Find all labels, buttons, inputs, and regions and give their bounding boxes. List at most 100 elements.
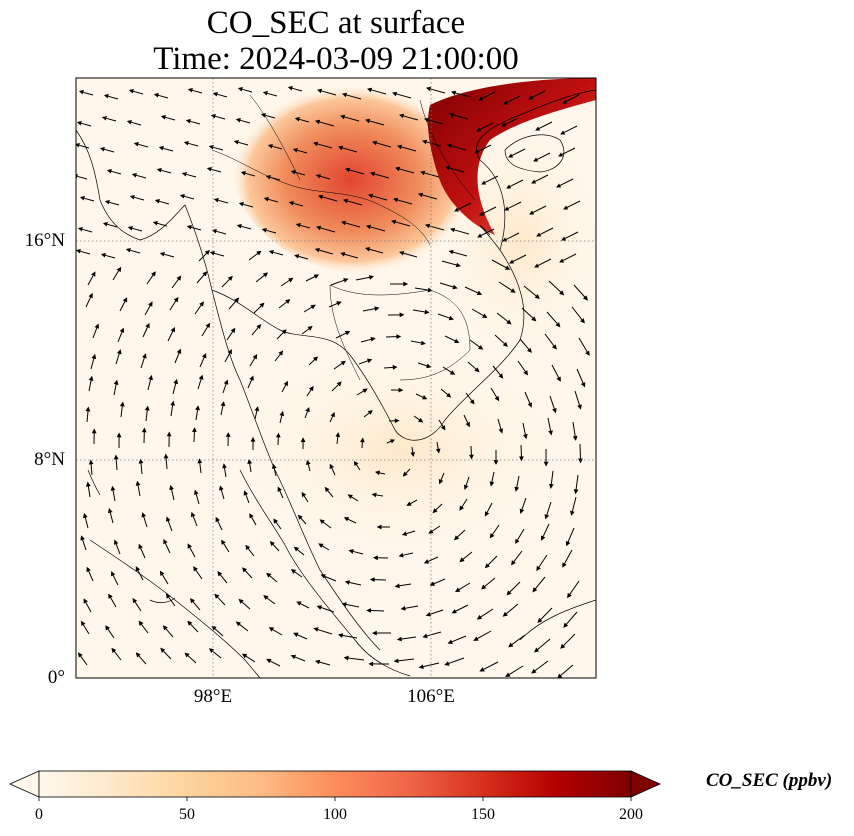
wind-arrow-head <box>347 494 353 499</box>
wind-arrow-head <box>397 144 403 150</box>
wind-arrow-head <box>184 652 190 658</box>
wind-arrow <box>115 458 118 471</box>
wind-arrow <box>195 409 199 421</box>
wind-arrow-head <box>552 407 557 414</box>
wind-arrow-head <box>268 627 275 632</box>
wind-arrow <box>278 301 288 309</box>
wind-arrow-head <box>526 347 532 353</box>
wind-arrow-head <box>80 620 86 627</box>
wind-arrow <box>322 521 332 529</box>
wind-arrow-head <box>262 91 268 96</box>
wind-arrow-head <box>152 221 158 226</box>
wind-arrow <box>226 330 234 341</box>
faint-co-gulf <box>220 340 580 560</box>
wind-arrow <box>112 489 116 502</box>
wind-arrow <box>192 515 198 527</box>
wind-arrow-head <box>206 167 212 172</box>
wind-arrow <box>269 660 281 667</box>
wind-arrow-head <box>283 380 289 387</box>
wind-arrow-head <box>211 229 217 234</box>
wind-arrow-head <box>135 652 141 658</box>
wind-arrow-head <box>295 223 301 228</box>
wind-arrow-head <box>580 382 586 388</box>
wind-arrow <box>318 121 335 127</box>
wind-arrow <box>404 605 419 609</box>
map-plot <box>75 77 597 679</box>
wind-arrow <box>455 604 469 612</box>
wind-arrow <box>131 227 143 232</box>
wind-arrow-head <box>560 643 566 649</box>
wind-arrow <box>402 252 418 258</box>
wind-arrow-head <box>238 202 244 207</box>
wind-arrow-head <box>562 99 568 104</box>
wind-arrow <box>342 634 358 639</box>
wind-arrow <box>504 117 519 126</box>
wind-arrow-head <box>187 88 193 93</box>
wind-arrow-head <box>429 581 435 586</box>
wind-arrow <box>319 661 331 666</box>
wind-arrow-head <box>162 625 168 631</box>
wind-arrow <box>214 628 224 637</box>
wind-arrow-head <box>132 597 138 604</box>
wind-arrow <box>219 574 228 584</box>
wind-arrow-head <box>116 432 122 438</box>
wind-arrow <box>143 516 148 528</box>
wind-arrow-head <box>243 490 249 496</box>
wind-arrow-head <box>447 639 453 644</box>
wind-arrow-head <box>186 225 192 230</box>
wind-arrow <box>162 650 172 660</box>
wind-arrow-head <box>531 316 537 322</box>
wind-arrow <box>212 146 224 151</box>
wind-arrow-head <box>453 338 460 343</box>
wind-arrow-head <box>313 627 319 632</box>
wind-arrow-head <box>265 175 271 180</box>
wind-arrow-head <box>536 232 542 237</box>
wind-arrow <box>112 574 119 586</box>
wind-arrow <box>275 521 282 530</box>
wind-arrow <box>448 657 465 665</box>
wind-arrow-head <box>454 207 460 212</box>
colorbar-tick-150: 150 <box>471 806 495 823</box>
wind-arrow <box>505 232 520 241</box>
wind-arrow-head <box>195 405 200 411</box>
wind-arrow <box>113 383 117 396</box>
wind-arrow <box>318 249 334 255</box>
wind-arrow <box>104 254 116 259</box>
wind-arrow-head <box>263 197 269 202</box>
wind-arrow-head <box>459 557 465 563</box>
wind-arrow <box>509 179 524 188</box>
wind-arrow-head <box>534 263 540 268</box>
wind-arrow-head <box>199 301 204 307</box>
wind-arrow <box>344 222 361 228</box>
wind-arrow <box>565 611 578 625</box>
wind-arrow <box>215 230 227 235</box>
wind-arrow-head <box>187 543 192 549</box>
wind-arrow-head <box>424 309 430 315</box>
wind-arrow-head <box>173 296 179 303</box>
wind-arrow <box>509 581 521 593</box>
wind-arrow <box>164 542 171 554</box>
wind-arrow-head <box>144 405 150 411</box>
wind-arrow <box>163 253 175 258</box>
wind-arrow-head <box>305 459 311 465</box>
wind-arrow <box>190 226 202 231</box>
wind-arrow <box>335 332 347 339</box>
wind-arrow-head <box>557 673 563 678</box>
wind-arrow-head <box>484 563 490 569</box>
wind-arrow <box>345 94 362 100</box>
wind-arrow <box>316 143 333 149</box>
wind-arrow <box>435 503 443 511</box>
wind-arrow-head <box>493 460 499 465</box>
wind-arrow <box>405 530 416 535</box>
wind-arrow <box>476 630 492 640</box>
wind-arrow-head <box>83 598 88 604</box>
wind-arrow <box>214 115 226 120</box>
wind-arrow-head <box>305 406 310 413</box>
wind-arrow <box>477 144 492 153</box>
wind-arrow-head <box>256 250 262 256</box>
wind-arrow <box>498 281 513 291</box>
wind-arrow-head <box>396 636 402 642</box>
wind-arrow-head <box>237 87 243 92</box>
wind-arrow <box>281 384 287 393</box>
wind-arrow-head <box>181 172 187 177</box>
